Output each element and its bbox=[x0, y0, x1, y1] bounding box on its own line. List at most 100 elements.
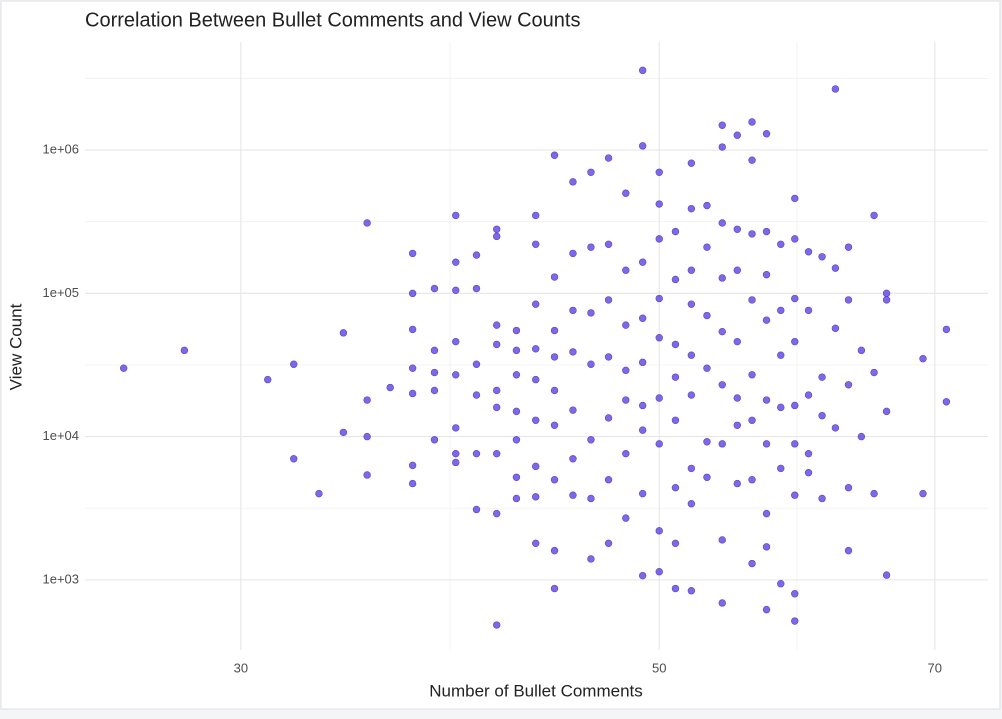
point bbox=[791, 590, 799, 598]
point bbox=[882, 571, 891, 579]
point bbox=[363, 219, 371, 227]
point bbox=[532, 345, 540, 353]
point bbox=[762, 605, 771, 614]
point bbox=[512, 346, 521, 355]
point bbox=[762, 396, 771, 404]
point bbox=[532, 375, 540, 384]
point bbox=[655, 440, 663, 448]
point bbox=[804, 468, 813, 477]
point bbox=[655, 394, 663, 402]
point bbox=[818, 253, 826, 261]
point bbox=[777, 351, 785, 359]
point bbox=[791, 337, 799, 346]
point bbox=[315, 489, 323, 498]
point bbox=[748, 371, 756, 379]
x-tick-label: 70 bbox=[928, 660, 942, 675]
point bbox=[718, 381, 726, 389]
point bbox=[472, 391, 481, 399]
point bbox=[569, 491, 577, 499]
point bbox=[452, 458, 460, 467]
point bbox=[550, 476, 559, 484]
point bbox=[493, 403, 501, 412]
point bbox=[408, 325, 417, 334]
point bbox=[430, 284, 439, 293]
point bbox=[844, 381, 853, 389]
point bbox=[550, 386, 559, 395]
point bbox=[569, 306, 577, 315]
y-tick-label: 1e+06 bbox=[42, 142, 79, 157]
point bbox=[748, 296, 756, 304]
point bbox=[363, 471, 371, 479]
point bbox=[777, 403, 785, 412]
point bbox=[638, 66, 647, 75]
point bbox=[804, 248, 813, 256]
point bbox=[748, 476, 756, 484]
point bbox=[777, 306, 785, 315]
point bbox=[671, 416, 680, 424]
point bbox=[687, 204, 696, 213]
point bbox=[363, 432, 371, 441]
point bbox=[857, 432, 866, 441]
point bbox=[339, 329, 348, 337]
point bbox=[718, 219, 726, 227]
point bbox=[452, 424, 460, 432]
point bbox=[671, 539, 680, 548]
point bbox=[748, 416, 756, 424]
point bbox=[671, 275, 680, 284]
point bbox=[587, 436, 595, 444]
point bbox=[532, 240, 540, 248]
point bbox=[550, 353, 559, 361]
point bbox=[604, 414, 613, 422]
point bbox=[942, 398, 951, 406]
point bbox=[655, 294, 663, 303]
point bbox=[452, 371, 460, 379]
point bbox=[569, 348, 577, 356]
point bbox=[472, 284, 481, 293]
point bbox=[339, 428, 348, 437]
point bbox=[831, 424, 840, 432]
point bbox=[882, 407, 891, 416]
point bbox=[718, 440, 726, 448]
point bbox=[604, 154, 613, 162]
point bbox=[762, 509, 771, 518]
point bbox=[622, 366, 630, 375]
point bbox=[638, 489, 647, 498]
point bbox=[703, 201, 711, 210]
point bbox=[804, 449, 813, 458]
point bbox=[655, 568, 663, 576]
point bbox=[119, 364, 128, 372]
point bbox=[386, 383, 394, 392]
point bbox=[587, 360, 595, 368]
point bbox=[512, 326, 521, 335]
point bbox=[718, 143, 726, 151]
point bbox=[791, 194, 799, 203]
point bbox=[512, 494, 521, 503]
point bbox=[857, 346, 866, 355]
point bbox=[622, 449, 630, 458]
point bbox=[733, 421, 741, 429]
point bbox=[791, 491, 799, 499]
point bbox=[942, 325, 951, 334]
point bbox=[818, 411, 826, 420]
point bbox=[408, 461, 417, 470]
point bbox=[671, 340, 680, 349]
point bbox=[472, 251, 481, 259]
point bbox=[762, 227, 771, 236]
point bbox=[777, 464, 785, 473]
point bbox=[604, 240, 613, 248]
points bbox=[119, 66, 951, 629]
point bbox=[430, 346, 439, 355]
point bbox=[493, 449, 501, 458]
point bbox=[777, 240, 785, 248]
point bbox=[791, 440, 799, 448]
y-tick-label: 1e+05 bbox=[42, 285, 79, 300]
point bbox=[452, 449, 460, 458]
point bbox=[655, 235, 663, 243]
point bbox=[777, 580, 785, 588]
point bbox=[363, 396, 371, 404]
point bbox=[452, 211, 460, 220]
point bbox=[687, 159, 696, 167]
point bbox=[870, 368, 878, 377]
point bbox=[638, 571, 647, 580]
point bbox=[762, 130, 771, 138]
